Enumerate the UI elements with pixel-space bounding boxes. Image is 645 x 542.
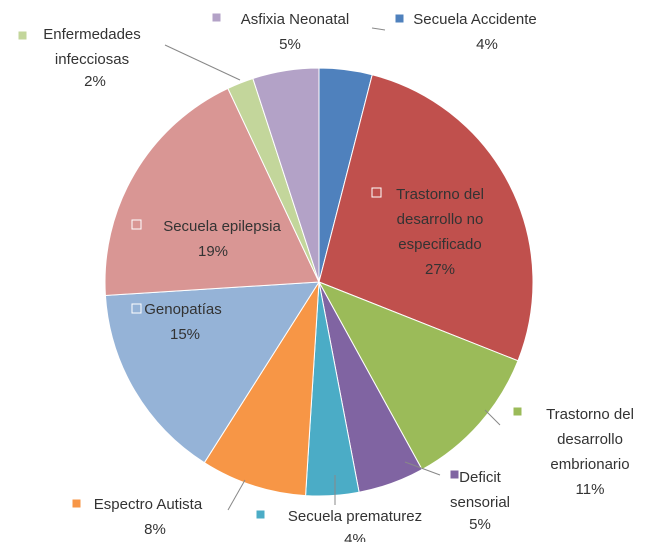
slice-label: Deficit sensorial xyxy=(450,469,510,511)
legend-marker xyxy=(371,187,382,198)
slice-percent: 15% xyxy=(170,326,200,343)
label-line: Secuela epilepsia xyxy=(163,218,281,235)
slice-percent: 4% xyxy=(476,36,498,53)
slice-label: Secuela prematurez xyxy=(288,508,422,525)
slice-label: Enfermedades infecciosas xyxy=(43,26,141,68)
slice-label: Genopatías xyxy=(144,301,222,318)
leader-line xyxy=(484,409,501,426)
leader-line xyxy=(371,27,386,31)
pie-slice xyxy=(318,74,534,362)
label-line: Espectro Autista xyxy=(94,496,203,513)
pie-slice xyxy=(317,281,519,471)
label-line: embrionario xyxy=(550,456,629,473)
slice-percent: 11% xyxy=(576,481,605,498)
label-line: desarrollo xyxy=(557,431,623,448)
slice-label: Espectro Autista xyxy=(94,496,203,513)
label-line: Deficit xyxy=(459,469,502,486)
legend-marker xyxy=(255,509,266,520)
legend-marker xyxy=(71,498,82,509)
legend-marker xyxy=(17,30,28,41)
label-line: Asfixia Neonatal xyxy=(241,11,349,28)
slice-label: Trastorno del desarrollo embrionario xyxy=(546,406,634,473)
label-line: Secuela Accidente xyxy=(413,11,536,28)
label-line: Secuela prematurez xyxy=(288,508,422,525)
label-line: Genopatías xyxy=(144,301,222,318)
slice-percent: 2% xyxy=(84,73,106,90)
legend-marker xyxy=(211,12,222,23)
label-line: Trastorno del xyxy=(546,406,634,423)
legend-marker xyxy=(131,303,142,314)
slice-percent: 4% xyxy=(344,531,366,542)
slice-label: Secuela Accidente xyxy=(413,11,536,28)
label-line: desarrollo no xyxy=(397,211,484,228)
legend-marker xyxy=(394,13,405,24)
leader-line xyxy=(164,44,241,81)
label-line: sensorial xyxy=(450,494,510,511)
slice-percent: 27% xyxy=(425,261,455,278)
slice-percent: 8% xyxy=(144,521,166,538)
pie-slice xyxy=(252,67,320,283)
slice-percent: 5% xyxy=(279,36,301,53)
label-line: Enfermedades xyxy=(43,26,141,43)
slice-label: Trastorno del desarrollo no especificado xyxy=(396,186,484,253)
leader-line xyxy=(227,479,246,511)
leader-line xyxy=(404,461,441,476)
pie-slice xyxy=(104,281,320,464)
pie-slice xyxy=(203,281,320,497)
label-line: Trastorno del xyxy=(396,186,484,203)
label-line: infecciosas xyxy=(55,51,129,68)
slice-label: Secuela epilepsia xyxy=(163,218,281,235)
pie-slice xyxy=(104,87,320,296)
slice-percent: 19% xyxy=(198,243,228,260)
slice-percent: 5% xyxy=(469,516,491,533)
slice-label: Asfixia Neonatal xyxy=(241,11,349,28)
legend-marker xyxy=(449,469,460,480)
legend-marker xyxy=(512,406,523,417)
label-line: especificado xyxy=(398,236,481,253)
legend-marker xyxy=(131,219,142,230)
